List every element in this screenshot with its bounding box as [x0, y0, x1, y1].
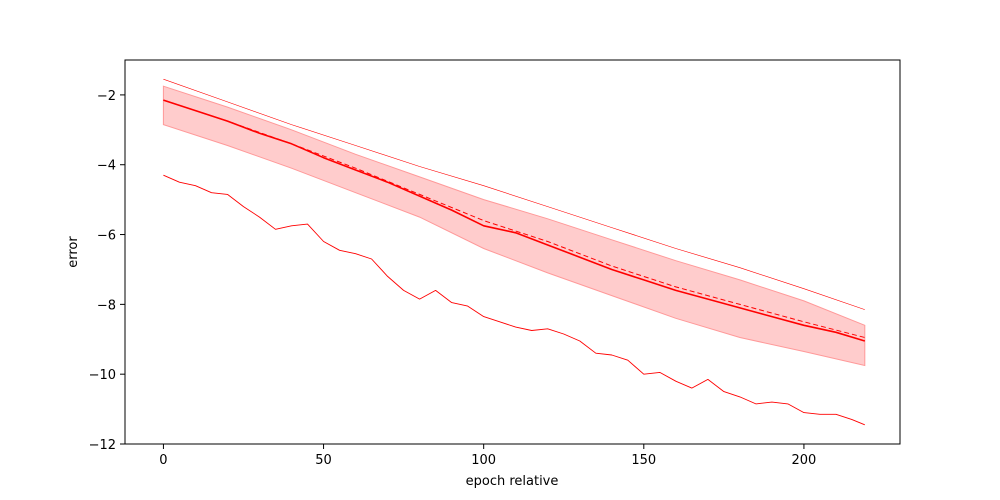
series-line-minimum [163, 174, 865, 426]
y-tick-label: −10 [89, 368, 116, 383]
series-line-median [163, 99, 865, 338]
y-tick-label: −2 [97, 89, 116, 104]
y-axis-label: error [66, 236, 81, 268]
x-tick-label: 0 [159, 453, 167, 468]
x-axis-label: epoch relative [466, 474, 559, 489]
x-tick-label: 50 [315, 453, 332, 468]
y-tick-label: −8 [97, 298, 116, 313]
x-axis: 0 50 100 150 200 [159, 444, 816, 468]
x-tick-label: 200 [792, 453, 817, 468]
confidence-band [162, 85, 866, 367]
confidence-band-layer [162, 85, 866, 367]
series-layer [163, 78, 866, 426]
y-tick-label: −12 [89, 438, 116, 453]
y-axis: −2 −4 −6 −8 −10 −12 [89, 89, 125, 453]
plot-frame [124, 59, 901, 445]
y-tick-label: −4 [97, 159, 116, 174]
x-tick-label: 100 [471, 453, 496, 468]
x-tick-label: 150 [631, 453, 656, 468]
series-line-upper-bound [163, 78, 865, 310]
y-tick-label: −6 [97, 229, 116, 244]
